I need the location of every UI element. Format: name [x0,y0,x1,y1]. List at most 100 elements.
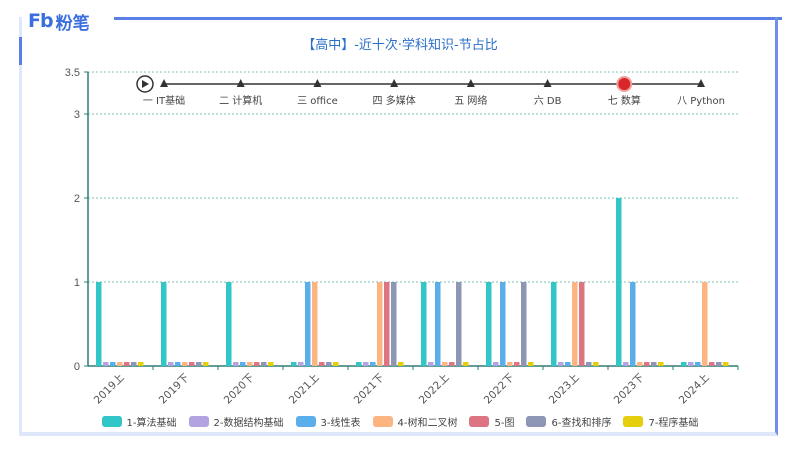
bar[interactable] [305,282,311,366]
legend-item[interactable]: 4-树和二叉树 [372,414,457,429]
bar[interactable] [326,362,332,366]
bar[interactable] [551,282,557,366]
bar[interactable] [363,362,369,366]
timeline-label[interactable]: 五 网络 [454,94,487,107]
bar[interactable] [124,362,130,366]
bar[interactable] [695,362,701,366]
bar[interactable] [175,362,181,366]
bar[interactable] [103,362,109,366]
bar[interactable] [644,362,650,366]
chart-title: 【高中】-近十次·学科知识-节占比 [302,38,498,53]
legend-item[interactable]: 1-算法基础 [101,414,177,429]
timeline-marker[interactable] [697,79,705,87]
y-tick-label: 0 [74,361,80,373]
bar[interactable] [226,282,232,366]
bar[interactable] [254,362,260,366]
bar[interactable] [565,362,571,366]
bar[interactable] [421,282,427,366]
bar[interactable] [196,362,202,366]
legend-item[interactable]: 3-线性表 [295,414,361,429]
bar[interactable] [442,362,448,366]
bar[interactable] [240,362,246,366]
bar[interactable] [356,362,362,366]
bar[interactable] [716,362,722,366]
timeline-marker[interactable] [313,79,322,87]
bar[interactable] [247,362,253,366]
bar[interactable] [261,362,267,366]
bar[interactable] [161,282,167,366]
bar[interactable] [449,362,455,366]
bar[interactable] [493,362,499,366]
bar[interactable] [623,362,629,366]
timeline-marker[interactable] [236,79,245,87]
bar[interactable] [96,282,102,366]
bar[interactable] [456,282,462,366]
timeline-current-marker[interactable] [616,76,633,92]
bar[interactable] [384,282,390,366]
bar[interactable] [688,362,694,366]
bar[interactable] [528,362,534,366]
bar[interactable] [572,282,578,366]
bar[interactable] [507,362,513,366]
timeline-label[interactable]: 六 DB [534,95,562,107]
bar[interactable] [131,362,137,366]
bar[interactable] [558,362,564,366]
bar[interactable] [333,362,339,366]
timeline-label[interactable]: 三 office [297,96,338,107]
bar[interactable] [391,282,397,366]
play-circle-icon[interactable] [136,75,154,93]
bar[interactable] [514,362,520,366]
legend-item[interactable]: 6-查找和排序 [526,414,611,429]
bar[interactable] [658,362,664,366]
bar[interactable] [312,282,318,366]
bar[interactable] [233,362,239,366]
bar[interactable] [398,362,404,366]
bar[interactable] [428,362,434,366]
bar[interactable] [291,362,297,366]
bar[interactable] [630,282,636,366]
timeline-marker[interactable] [466,79,475,87]
timeline-label[interactable]: 七 数算 [608,94,641,107]
bar[interactable] [435,282,441,366]
bar[interactable] [681,362,687,366]
bar[interactable] [168,362,174,366]
bar[interactable] [579,282,585,366]
bar[interactable] [500,282,506,366]
bar[interactable] [637,362,643,366]
bar[interactable] [203,362,209,366]
timeline-label[interactable]: 四 多媒体 [373,94,416,107]
bar[interactable] [586,362,592,366]
bar[interactable] [110,362,116,366]
bar[interactable] [189,362,195,366]
bar[interactable] [319,362,325,366]
bar[interactable] [138,362,144,366]
timeline-label[interactable]: 二 计算机 [219,94,262,107]
legend-swatch [372,416,393,427]
bar[interactable] [593,362,599,366]
timeline-marker[interactable] [543,79,552,87]
bar[interactable] [370,362,376,366]
bar[interactable] [723,362,729,366]
legend-item[interactable]: 7-程序基础 [623,414,698,429]
bar[interactable] [298,362,304,366]
timeline-label[interactable]: 八 Python [677,96,725,107]
timeline-marker[interactable] [160,79,168,87]
bar[interactable] [709,362,715,366]
bar[interactable] [702,282,708,366]
bar[interactable] [651,362,657,366]
bar[interactable] [182,362,188,366]
x-tick-label: 2022上 [417,372,452,407]
bar[interactable] [486,282,492,366]
legend-item[interactable]: 2-数据结构基础 [188,414,284,429]
bar[interactable] [117,362,123,366]
legend-item[interactable]: 5-图 [469,414,514,429]
timeline-marker[interactable] [390,79,399,87]
x-tick-label: 2023上 [547,372,582,407]
bar[interactable] [463,362,469,366]
bar[interactable] [268,362,274,366]
bar[interactable] [377,282,383,366]
legend-label: 3-线性表 [320,418,361,429]
bar[interactable] [616,198,622,366]
timeline-label[interactable]: 一 IT基础 [143,94,185,107]
bar[interactable] [521,282,527,366]
